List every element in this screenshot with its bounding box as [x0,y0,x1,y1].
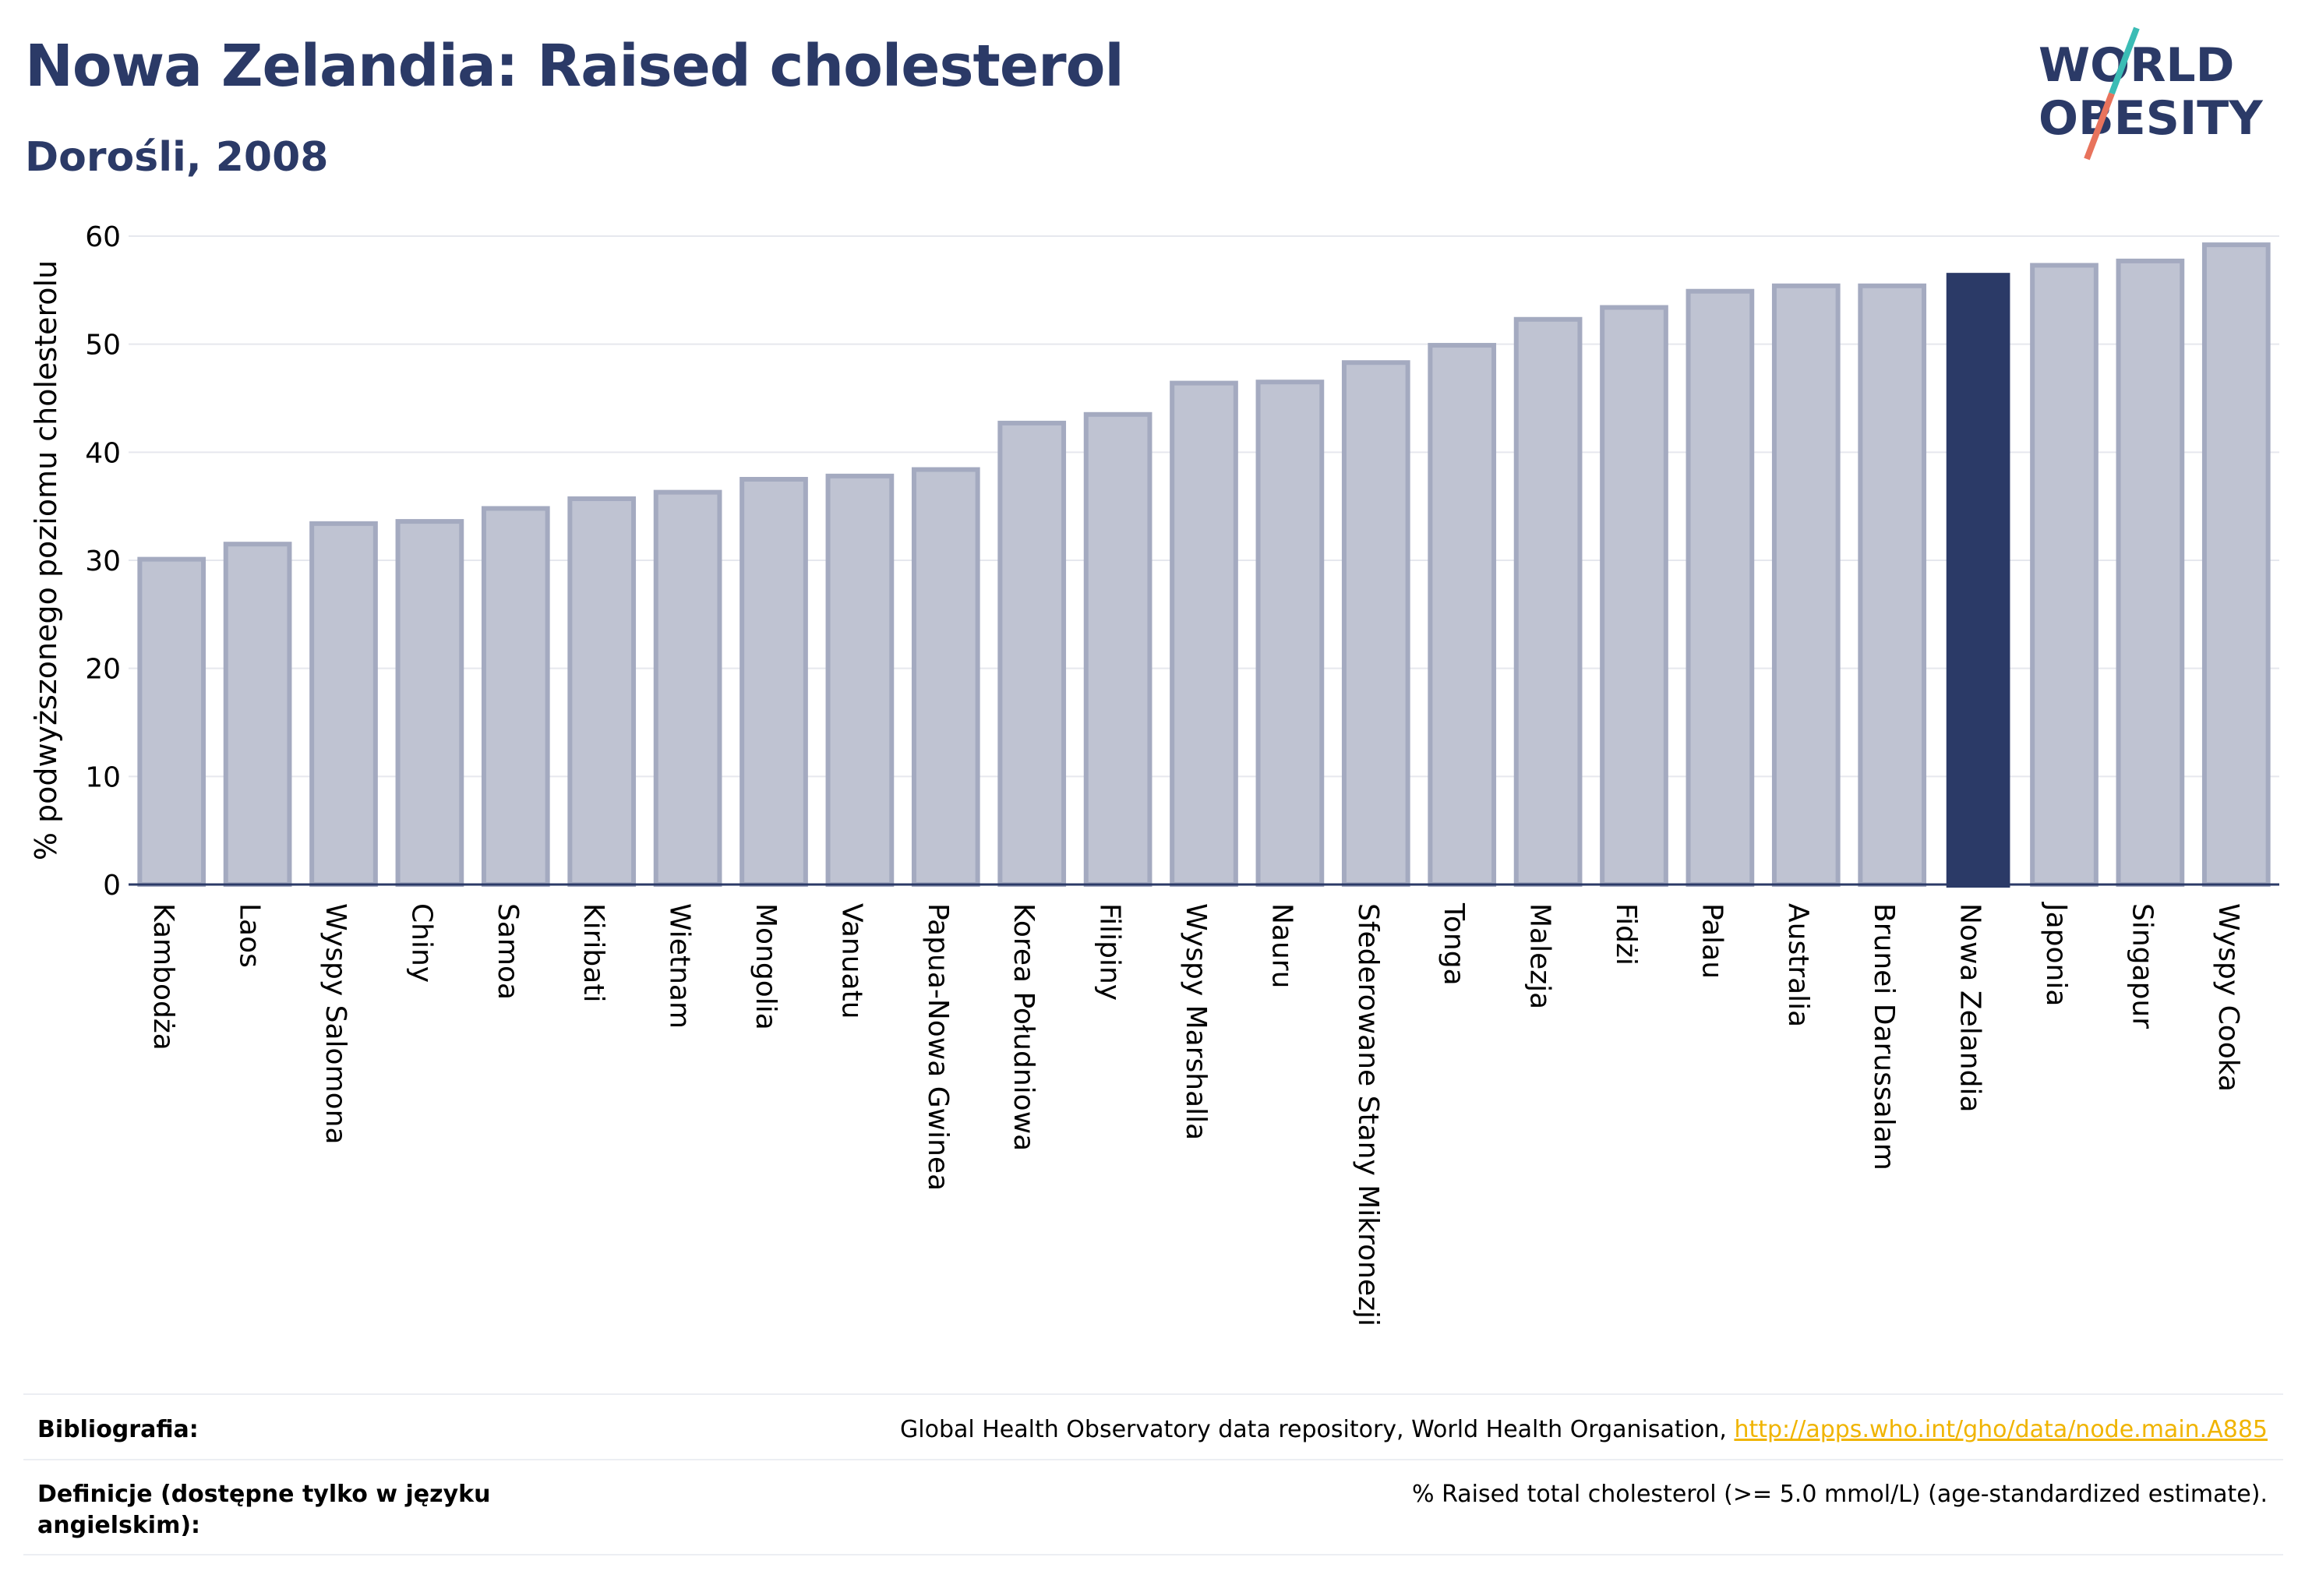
x-tick-label: Singapur [2126,903,2158,1029]
x-tick-label: Wyspy Salomona [319,903,351,1145]
world-obesity-logo[interactable]: WORLD OBESITY [2034,23,2283,164]
bar-laos[interactable] [223,542,292,887]
bar-samoa[interactable] [481,506,550,887]
bar-malezja[interactable] [1513,316,1583,888]
bar-nowa-zelandia[interactable] [1946,273,2010,888]
x-tick-label: Nauru [1265,903,1297,988]
bar-kiribati[interactable] [567,496,637,888]
logo-slash-teal [2109,26,2140,95]
bar-mongolia[interactable] [740,477,808,887]
x-tick-label: Samoa [492,903,524,1000]
bar-tonga[interactable] [1428,343,1497,887]
x-tick-label: Sfederowane Stany Mikronezji [1352,903,1384,1326]
y-tick-label: 0 [103,870,121,902]
y-tick-label: 60 [85,221,121,253]
logo-slash-coral [2084,92,2115,161]
y-tick-label: 20 [85,654,121,686]
x-tick-label: Japonia [2040,902,2072,1006]
x-tick-label: Papua-Nowa Gwinea [922,903,954,1191]
bar-nauru[interactable] [1255,380,1325,887]
x-tick-label: Palau [1696,903,1728,979]
x-tick-label: Kambodża [147,903,179,1050]
x-tick-label: Brunei Darussalam [1868,903,1900,1171]
bar-vanuatu[interactable] [825,473,895,887]
footer-divider-middle [23,1459,2283,1460]
bar-japonia[interactable] [2030,263,2099,887]
y-tick-label: 50 [85,330,121,362]
logo-line1: WORLD [2038,38,2234,93]
x-tick-label: Filipiny [1094,903,1126,1001]
x-tick-label: Laos [234,903,266,968]
definitions-label: Definicje (dostępne tylko w języku angie… [37,1481,491,1539]
bar-korea-południowa[interactable] [997,420,1067,887]
bar-wyspy-salomona[interactable] [309,521,378,887]
footer-divider-top [23,1393,2283,1395]
y-tick-labels: 0 10 20 30 40 50 60 [85,221,121,902]
x-tick-label: Vanuatu [835,903,867,1019]
logo-line2: OBESITY [2038,91,2264,146]
x-tick-label: Tonga [1438,902,1470,986]
x-tick-label: Kiribati [577,903,609,1002]
chart-subtitle: Dorośli, 2008 [25,134,329,181]
footer-divider-bottom [23,1554,2283,1555]
bar-wyspy-cooka[interactable] [2201,242,2271,887]
bar-palau[interactable] [1686,288,1755,888]
y-axis-label: % podwyższonego poziomu cholesterolu [29,260,63,860]
x-tick-label: Korea Południowa [1008,903,1040,1151]
bar-singapur[interactable] [2116,258,2185,888]
x-tick-label: Wyspy Marshalla [1180,903,1212,1140]
bars [137,242,2271,888]
bar-wyspy-marshalla[interactable] [1170,380,1238,887]
x-tick-label: Fidżi [1610,903,1642,966]
x-tick-label: Mongolia [750,903,782,1030]
x-tick-label: Wietnam [664,903,696,1029]
x-tick-label: Wyspy Cooka [2212,903,2244,1092]
x-tick-label: Nowa Zelandia [1954,903,1986,1113]
x-tick-label: Australia [1782,903,1814,1027]
bibliography-link[interactable]: http://apps.who.int/gho/data/node.main.A… [1734,1416,2268,1443]
x-tick-label: Chiny [405,903,437,983]
bar-kambodża[interactable] [137,556,206,887]
bibliography-value: Global Health Observatory data repositor… [900,1414,2268,1446]
bar-filipiny[interactable] [1083,411,1152,887]
y-tick-label: 40 [85,437,121,469]
bar-chart: 0 10 20 30 40 50 60 Kambodża Laos Wyspy Salomona… [29,221,2279,1326]
x-tick-labels: Kambodża Laos Wyspy Salomona Chiny Samoa Kiri… [147,902,2244,1326]
bar-sfederowane-stany-mikronezji[interactable] [1341,360,1410,887]
bibliography-text: Global Health Observatory data repositor… [900,1416,1735,1443]
chart-title: Nowa Zelandia: Raised cholesterol [25,33,1124,100]
x-tick-label: Malezja [1524,903,1556,1009]
bar-chiny[interactable] [395,519,464,888]
bar-fidżi[interactable] [1600,305,1668,887]
bar-australia[interactable] [1771,283,1841,887]
bar-brunei-darussalam[interactable] [1858,283,1927,887]
bibliography-label: Bibliografia: [37,1416,199,1443]
y-tick-label: 30 [85,546,121,577]
bar-wietnam[interactable] [653,489,722,887]
definitions-text: % Raised total cholesterol (>= 5.0 mmol/… [1412,1481,2268,1508]
y-tick-label: 10 [85,761,121,793]
bar-papua-nowa-gwinea[interactable] [911,467,980,887]
